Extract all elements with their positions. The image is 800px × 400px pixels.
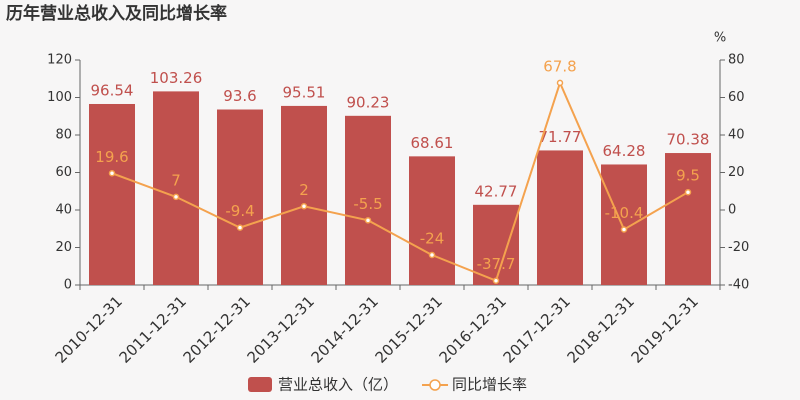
line-value-label: 19.6 xyxy=(95,148,128,166)
y-tick-label: 0 xyxy=(64,278,72,293)
bar xyxy=(601,164,647,285)
line-point xyxy=(236,224,244,231)
legend-label: 营业总收入（亿） xyxy=(278,376,398,394)
y-tick-label: 60 xyxy=(55,165,72,180)
bar-value-label: 68.61 xyxy=(411,134,454,152)
bar xyxy=(473,204,519,285)
line-point xyxy=(300,203,308,210)
line-value-label: -10.4 xyxy=(605,204,644,222)
y2-tick-label: 0 xyxy=(728,203,736,218)
bar xyxy=(345,115,391,285)
bar xyxy=(537,150,583,285)
bar xyxy=(153,91,199,285)
line-point xyxy=(492,277,500,284)
bar-value-label: 103.26 xyxy=(150,69,203,87)
line-value-label: -9.4 xyxy=(225,202,254,220)
line-point xyxy=(684,188,692,196)
line-value-label: -37.7 xyxy=(477,255,516,273)
bar xyxy=(89,103,135,285)
y-tick-label: 20 xyxy=(55,240,72,255)
y-tick-label: 80 xyxy=(55,128,72,143)
legend-swatch xyxy=(429,379,441,391)
y2-tick-label: 80 xyxy=(728,53,745,68)
line-value-label: 7 xyxy=(171,171,181,189)
line-point xyxy=(620,226,628,233)
line-point xyxy=(556,79,564,87)
legend-label: 同比增长率 xyxy=(452,376,527,394)
y2-tick-label: -40 xyxy=(728,278,749,293)
bar xyxy=(665,153,711,285)
bar-value-label: 96.54 xyxy=(91,81,134,99)
bar-value-label: 42.77 xyxy=(475,182,518,200)
line-point xyxy=(108,170,116,177)
line-point xyxy=(428,251,436,259)
bar xyxy=(281,105,327,285)
bar-value-label: 90.23 xyxy=(347,93,390,111)
y2-tick-label: 40 xyxy=(728,128,745,143)
bar xyxy=(409,156,455,285)
y-tick-label: 40 xyxy=(55,203,72,218)
line-value-label: -24 xyxy=(420,230,445,248)
y2-tick-label: -20 xyxy=(728,240,749,255)
bar-value-label: 71.77 xyxy=(539,128,582,146)
y-tick-label: 120 xyxy=(47,53,72,68)
y2-axis-label: % xyxy=(714,31,726,46)
chart-title: 历年营业总收入及同比增长率 xyxy=(6,3,227,24)
line-value-label: -5.5 xyxy=(353,195,382,213)
bar-value-label: 95.51 xyxy=(283,83,326,101)
line-value-label: 2 xyxy=(299,181,309,199)
y2-tick-label: 20 xyxy=(728,165,745,180)
bar xyxy=(217,109,263,285)
bar-value-label: 93.6 xyxy=(223,87,256,105)
line-point xyxy=(172,193,180,201)
y-tick-label: 100 xyxy=(47,90,72,105)
legend-swatch xyxy=(248,377,272,392)
line xyxy=(111,80,689,283)
bar-value-label: 70.38 xyxy=(667,131,710,149)
bar-value-label: 64.28 xyxy=(603,142,646,160)
line-point xyxy=(364,217,372,224)
y2-tick-label: 60 xyxy=(728,90,745,105)
line-value-label: 9.5 xyxy=(676,167,700,185)
line-value-label: 67.8 xyxy=(543,57,576,75)
